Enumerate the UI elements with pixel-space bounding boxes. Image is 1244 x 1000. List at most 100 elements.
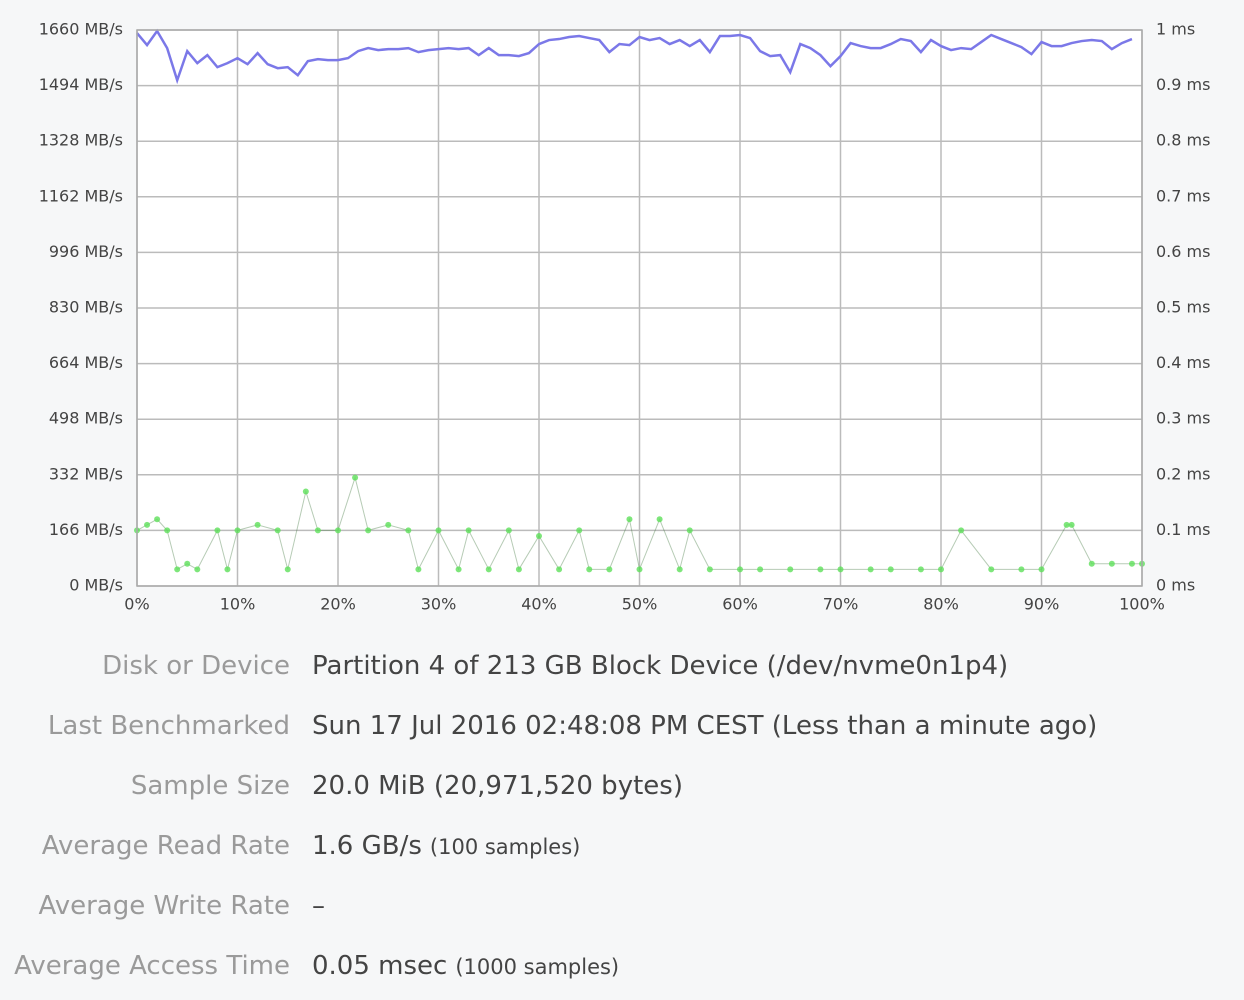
y-tick-label: 1660 MB/s [39, 20, 123, 39]
access-time-point [1128, 560, 1135, 567]
info-value: 20.0 MiB (20,971,520 bytes) [312, 771, 683, 801]
access-time-point [837, 566, 844, 573]
y-tick-label: 830 MB/s [49, 298, 123, 317]
access-time-point [505, 527, 512, 534]
access-time-point [887, 566, 894, 573]
y2-tick-label: 0.7 ms [1156, 186, 1210, 205]
access-time-point [405, 527, 412, 534]
access-time-point [757, 566, 764, 573]
access-time-point [536, 532, 542, 539]
access-time-point [938, 566, 944, 573]
x-tick-label: 50% [622, 595, 658, 614]
access-time-point [676, 566, 683, 573]
y2-tick-label: 0.5 ms [1156, 298, 1210, 317]
y2-tick-label: 0.3 ms [1156, 409, 1210, 428]
access-time-point [485, 566, 492, 573]
access-time-point [214, 527, 221, 534]
info-label: Average Read Rate [41, 831, 290, 861]
access-time-point [1063, 521, 1070, 528]
y2-tick-label: 0.2 ms [1156, 464, 1210, 483]
y-tick-label: 0 MB/s [69, 576, 123, 595]
y2-tick-label: 1 ms [1156, 20, 1195, 39]
x-tick-label: 70% [823, 595, 859, 614]
access-time-point [787, 566, 794, 573]
x-tick-label: 10% [220, 595, 256, 614]
chart: 0 MB/s 166 MB/s 332 MB/s 498 MB/s 664 MB/s 83… [39, 20, 1211, 614]
access-time-point [184, 560, 191, 567]
info-value: 0.05 msec (1000 samples) [312, 951, 619, 981]
access-time-point [465, 527, 472, 534]
info-note: (100 samples) [429, 835, 581, 859]
x-tick-label: 100% [1119, 595, 1165, 614]
access-time-point [586, 566, 593, 573]
access-time-point [435, 527, 442, 534]
info-row: Last Benchmarked Sun 17 Jul 2016 02:48:08… [0, 696, 1244, 756]
access-time-point [867, 566, 874, 573]
access-time-point [234, 527, 241, 534]
info-row: Sample Size 20.0 MiB (20,971,520 bytes) [0, 756, 1244, 816]
access-time-point [626, 516, 633, 523]
y2-tick-label: 0.1 ms [1156, 520, 1210, 539]
access-time-point [606, 566, 613, 573]
access-time-point [1088, 560, 1095, 567]
info-value-text: Partition 4 of 213 GB Block Device (/dev… [312, 651, 1009, 681]
access-time-point [415, 566, 422, 573]
access-time-point [817, 566, 824, 573]
access-time-point [1068, 521, 1075, 528]
access-time-point [194, 566, 201, 573]
info-value: Partition 4 of 213 GB Block Device (/dev… [312, 651, 1008, 681]
y-tick-label: 664 MB/s [49, 353, 123, 372]
plot-border [136, 29, 1143, 587]
y2-tick-label: 0.6 ms [1156, 242, 1210, 261]
info-label: Average Access Time [14, 951, 290, 981]
y2-tick-label: 0.4 ms [1156, 353, 1210, 372]
access-time-point [636, 566, 643, 573]
y-tick-label: 996 MB/s [49, 242, 123, 261]
access-time-point [254, 521, 261, 528]
access-time-point [988, 566, 995, 573]
x-tick-label: 90% [1024, 595, 1060, 614]
info-table: Disk or Device Partition 4 of 213 GB Bloc… [0, 636, 1244, 996]
y-tick-label: 1328 MB/s [39, 131, 123, 150]
access-time-point [352, 474, 359, 481]
info-value-text: – [312, 891, 325, 921]
y-tick-label: 1494 MB/s [39, 75, 123, 94]
access-time-point [365, 527, 372, 534]
access-time-point [1018, 566, 1025, 573]
info-value: – [312, 891, 325, 921]
access-time-point [314, 527, 321, 534]
y2-tick-label: 0.8 ms [1156, 131, 1210, 150]
access-time-point [656, 516, 663, 523]
access-time-point [174, 566, 181, 573]
info-note: (1000 samples) [455, 955, 620, 979]
y-tick-label: 332 MB/s [49, 464, 123, 483]
x-tick-label: 0% [124, 595, 149, 614]
x-tick-label: 40% [521, 595, 557, 614]
info-value-text: 0.05 msec [312, 951, 448, 981]
access-time-point [154, 516, 161, 523]
access-time-point [1038, 566, 1045, 573]
info-label: Last Benchmarked [47, 711, 290, 741]
info-row: Average Write Rate – [0, 876, 1244, 936]
y-tick-label: 166 MB/s [49, 520, 123, 539]
access-time-point [385, 521, 392, 528]
access-time-point [224, 566, 231, 573]
access-time-point [917, 566, 924, 573]
info-value-text: 20.0 MiB (20,971,520 bytes) [312, 771, 683, 801]
access-time-point [164, 527, 171, 534]
access-time-point [302, 488, 309, 495]
access-time-point [576, 527, 583, 534]
info-value: Sun 17 Jul 2016 02:48:08 PM CEST (Less t… [312, 711, 1097, 741]
read-rate-line [136, 28, 1133, 85]
access-time-point [455, 566, 462, 573]
access-time-point [515, 566, 522, 573]
access-time-point [335, 527, 341, 534]
access-time-point [556, 566, 563, 573]
x-tick-label: 60% [722, 595, 758, 614]
access-time-point [284, 566, 291, 573]
info-row: Average Read Rate 1.6 GB/s (100 samples) [0, 816, 1244, 876]
x-tick-label: 30% [421, 595, 457, 614]
info-label: Disk or Device [102, 651, 290, 681]
info-label: Average Write Rate [38, 891, 290, 921]
